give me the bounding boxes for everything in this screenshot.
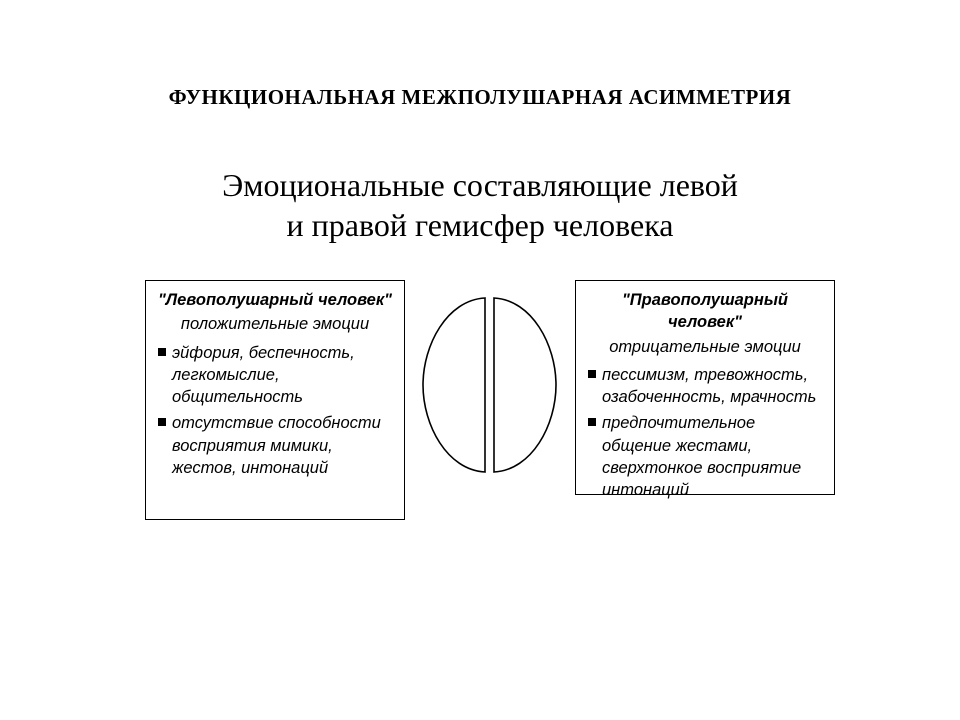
right-box-subtitle: отрицательные эмоции [586,336,824,358]
left-box-subtitle: положительные эмоции [156,313,394,335]
right-hemisphere-box: "Правополушарный человек" отрицательные … [575,280,835,495]
list-item: отсутствие способности восприятия мимики… [158,412,394,479]
list-item: предпочтительное общение жестами, сверхт… [588,412,824,501]
heading-line-2: и правой гемисфер человека [287,207,674,243]
left-box-title: "Левополушарный человек" [156,289,394,311]
list-item: эйфория, беспечность, легкомыслие, общит… [158,342,394,409]
heading-line-1: Эмоциональные составляющие левой [222,167,738,203]
left-box-list: эйфория, беспечность, легкомыслие, общит… [156,342,394,480]
left-hemisphere-box: "Левополушарный человек" положительные э… [145,280,405,520]
right-box-title: "Правополушарный человек" [586,289,824,334]
diagram-area: "Левополушарный человек" положительные э… [0,280,960,540]
list-item: пессимизм, тревожность, озабоченность, м… [588,364,824,409]
brain-hemispheres-icon [417,290,562,480]
right-box-list: пессимизм, тревожность, озабоченность, м… [586,364,824,502]
overline-title: ФУНКЦИОНАЛЬНАЯ МЕЖПОЛУШАРНАЯ АСИММЕТРИЯ [0,85,960,110]
main-heading: Эмоциональные составляющие левой и право… [0,165,960,245]
